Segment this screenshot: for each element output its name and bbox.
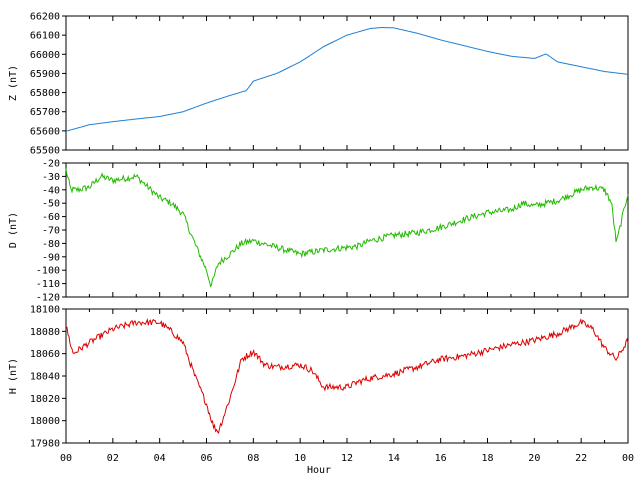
x-tick-label: 06	[200, 453, 212, 464]
d-y-tick-label: -70	[42, 226, 60, 237]
h-x-ticks	[65, 309, 629, 443]
x-tick-label: 14	[388, 453, 400, 464]
z-y-tick-label: 65900	[30, 69, 60, 80]
d-x-ticks	[65, 163, 629, 297]
d-y-ticks: -20 -30 -40 -50 -60 -70 -80 -90 -100 -110 -120	[36, 159, 66, 304]
x-tick-label: 02	[107, 453, 119, 464]
d-y-tick-label: -110	[36, 279, 60, 290]
x-tick-labels: 00 02 04 06 08 10 12 14 16 18 20 22 00	[60, 453, 634, 464]
h-series-line	[65, 317, 629, 435]
d-y-tick-label: -100	[36, 266, 60, 277]
x-tick-label: 12	[341, 453, 353, 464]
z-y-tick-label: 66100	[30, 31, 60, 42]
z-y-tick-label: 65600	[30, 126, 60, 137]
d-y-tick-label: -120	[36, 293, 60, 304]
d-y-tick-label: -60	[42, 212, 60, 223]
z-x-ticks	[65, 16, 629, 150]
z-y-tick-label: 66000	[30, 50, 60, 61]
d-series-line	[65, 168, 629, 288]
z-panel-frame	[65, 15, 629, 151]
d-y-tick-label: -20	[42, 159, 60, 170]
z-y-tick-label: 66200	[30, 12, 60, 23]
h-y-tick-label: 18000	[30, 416, 60, 427]
h-y-tick-label: 18080	[30, 327, 60, 338]
d-axis-label: D (nT)	[8, 212, 19, 248]
z-series-line	[65, 27, 629, 132]
d-y-tick-label: -30	[42, 172, 60, 183]
x-tick-label: 00	[622, 453, 634, 464]
z-panel: Z (nT) 66200 66100 66000 65900 65800 65700 656…	[8, 12, 629, 157]
x-tick-label: 08	[247, 453, 259, 464]
x-axis-label: Hour	[307, 465, 331, 476]
x-tick-label: 16	[435, 453, 447, 464]
z-y-tick-label: 65700	[30, 107, 60, 118]
d-y-tick-label: -80	[42, 239, 60, 250]
x-tick-label: 04	[154, 453, 166, 464]
x-tick-label: 20	[528, 453, 540, 464]
d-y-tick-label: -40	[42, 185, 60, 196]
d-y-tick-label: -90	[42, 252, 60, 263]
h-axis-label: H (nT)	[8, 358, 19, 394]
h-panel: H (nT) 18100 18080 18060 18040 18020 18000 179…	[8, 305, 629, 450]
x-tick-label: 18	[481, 453, 493, 464]
z-y-tick-label: 65800	[30, 88, 60, 99]
h-y-tick-label: 18020	[30, 394, 60, 405]
z-y-tick-label: 65500	[30, 146, 60, 157]
h-y-tick-label: 18060	[30, 349, 60, 360]
h-y-ticks: 18100 18080 18060 18040 18020 18000 17980	[30, 305, 66, 450]
x-tick-label: 10	[294, 453, 306, 464]
x-tick-label: 22	[575, 453, 587, 464]
d-y-tick-label: -50	[42, 199, 60, 210]
x-tick-label: 00	[60, 453, 72, 464]
d-panel: D (nT) -20-30-40-50-60-70-80-90-100-110-…	[8, 159, 629, 304]
d-panel-frame	[65, 162, 629, 298]
z-y-ticks: 66200 66100 66000 65900 65800 65700 65600 65500	[30, 12, 66, 157]
h-y-tick-label: 18040	[30, 372, 60, 383]
h-y-tick-label: 18100	[30, 305, 60, 316]
z-axis-label: Z (nT)	[8, 65, 19, 101]
h-y-tick-label: 17980	[30, 439, 60, 450]
h-panel-frame	[65, 308, 629, 444]
